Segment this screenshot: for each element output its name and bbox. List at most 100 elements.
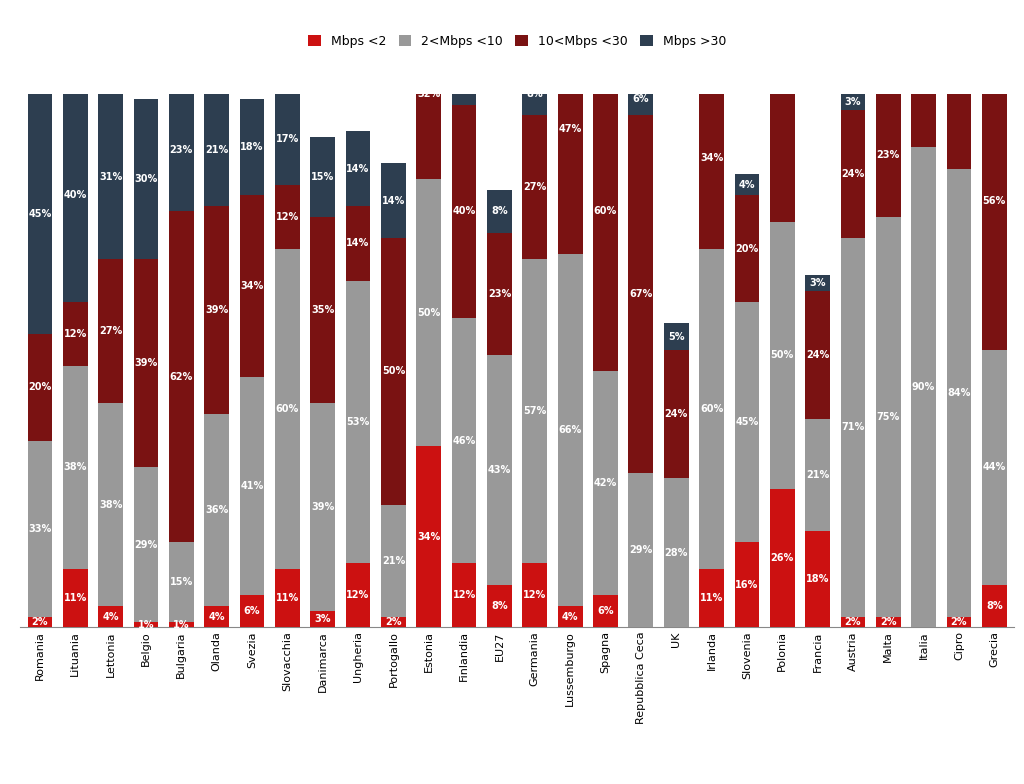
Bar [876, 89, 901, 94]
Text: 11%: 11% [63, 593, 87, 603]
Text: 21%: 21% [806, 470, 829, 481]
Text: 5%: 5% [668, 332, 684, 342]
Bar [487, 585, 512, 627]
Bar [381, 238, 406, 505]
Text: 36%: 36% [205, 505, 228, 515]
Legend: Mbps <2, 2<Mbps <10, 10<Mbps <30, Mbps >30: Mbps <2, 2<Mbps <10, 10<Mbps <30, Mbps >… [304, 31, 730, 52]
Text: 62%: 62% [170, 372, 193, 382]
Text: 4%: 4% [102, 612, 119, 622]
Text: 2%: 2% [880, 617, 897, 627]
Text: 15%: 15% [170, 577, 193, 587]
Bar [593, 372, 617, 595]
Text: 5%: 5% [703, 49, 720, 59]
Bar [98, 260, 123, 403]
Bar [452, 56, 476, 105]
Bar [522, 563, 547, 627]
Text: 50%: 50% [771, 350, 794, 361]
Text: 6%: 6% [633, 94, 649, 104]
Bar [805, 532, 829, 627]
Text: 58%: 58% [770, 63, 794, 72]
Bar [593, 20, 617, 52]
Text: 11%: 11% [700, 593, 723, 603]
Bar [275, 185, 300, 249]
Text: 45%: 45% [735, 417, 759, 427]
Bar [452, 318, 476, 563]
Bar [699, 41, 724, 67]
Bar [417, 9, 441, 180]
Text: 16%: 16% [735, 579, 759, 590]
Bar [911, 147, 936, 627]
Bar [629, 473, 653, 627]
Bar [946, 616, 972, 627]
Text: 26%: 26% [771, 553, 794, 563]
Text: 66%: 66% [558, 425, 582, 435]
Text: 9%: 9% [456, 76, 472, 85]
Bar [522, 73, 547, 115]
Bar [805, 292, 829, 419]
Bar [62, 568, 88, 627]
Bar [417, 180, 441, 446]
Bar [452, 105, 476, 318]
Text: 47%: 47% [558, 124, 582, 134]
Bar [28, 616, 52, 627]
Bar [805, 419, 829, 532]
Bar [841, 616, 865, 627]
Bar [699, 568, 724, 627]
Bar [841, 94, 865, 110]
Text: 56%: 56% [947, 14, 971, 24]
Bar [169, 542, 194, 622]
Text: 1%: 1% [137, 619, 155, 630]
Text: 28%: 28% [665, 547, 688, 557]
Bar [205, 94, 229, 206]
Text: 71%: 71% [842, 423, 864, 432]
Bar [876, 94, 901, 216]
Bar [734, 195, 759, 302]
Text: 33%: 33% [29, 524, 51, 534]
Text: 1%: 1% [880, 86, 897, 96]
Bar [417, 446, 441, 627]
Bar [62, 302, 88, 366]
Bar [381, 505, 406, 616]
Bar [522, 115, 547, 260]
Bar [593, 52, 617, 372]
Bar [946, 169, 972, 616]
Bar [205, 606, 229, 627]
Bar [310, 612, 335, 627]
Text: 2%: 2% [950, 617, 968, 627]
Text: 12%: 12% [346, 590, 370, 601]
Text: 41%: 41% [241, 481, 263, 491]
Text: 24%: 24% [842, 169, 864, 179]
Bar [734, 302, 759, 542]
Text: 8%: 8% [526, 89, 543, 99]
Bar [346, 132, 371, 206]
Text: 12%: 12% [63, 329, 87, 339]
Bar [982, 350, 1007, 585]
Bar [417, 0, 441, 9]
Bar [310, 216, 335, 403]
Text: 39%: 39% [311, 503, 334, 512]
Bar [629, 115, 653, 473]
Bar [487, 355, 512, 585]
Bar [133, 100, 159, 260]
Text: 27%: 27% [523, 183, 547, 192]
Bar [310, 136, 335, 216]
Bar [841, 238, 865, 616]
Bar [346, 281, 371, 563]
Bar [770, 488, 795, 627]
Bar [381, 163, 406, 238]
Text: 18%: 18% [806, 574, 829, 584]
Text: 84%: 84% [947, 387, 971, 397]
Bar [664, 350, 688, 478]
Text: 45%: 45% [29, 209, 51, 219]
Bar [346, 563, 371, 627]
Bar [664, 323, 688, 350]
Text: 27%: 27% [99, 326, 122, 336]
Text: 38%: 38% [99, 499, 122, 510]
Text: 44%: 44% [983, 463, 1006, 472]
Bar [982, 585, 1007, 627]
Bar [169, 212, 194, 542]
Text: 75%: 75% [877, 412, 900, 422]
Bar [133, 622, 159, 627]
Text: 8%: 8% [986, 601, 1002, 611]
Text: 21%: 21% [205, 145, 228, 155]
